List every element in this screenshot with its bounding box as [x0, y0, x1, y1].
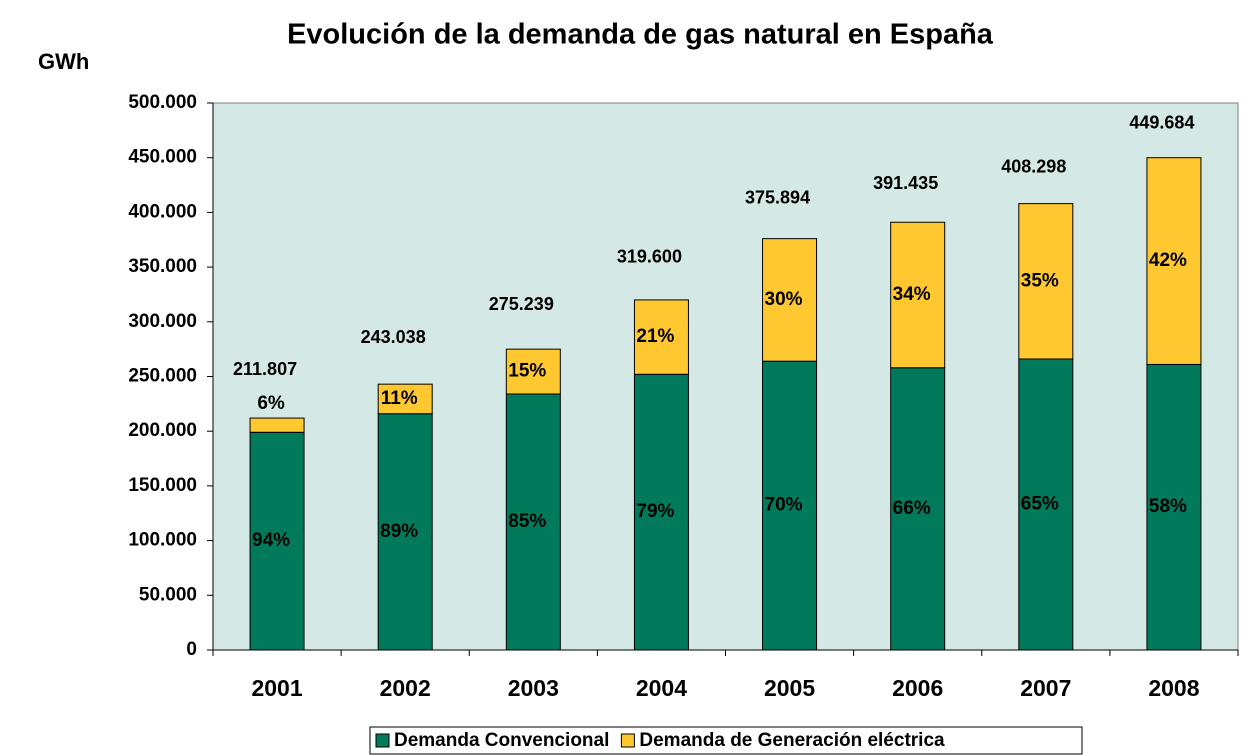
- share-label: 21%: [636, 326, 674, 347]
- share-label: 15%: [508, 361, 546, 382]
- bar-segment: [1146, 363, 1202, 651]
- legend-label: Demanda de Generación eléctrica: [639, 730, 945, 751]
- x-tick-label: 2006: [892, 675, 943, 701]
- legend-box: [369, 726, 1083, 755]
- y-tick-label: 400.000: [128, 201, 197, 222]
- legend-swatch: [620, 733, 635, 748]
- bar-segment: [1146, 157, 1202, 365]
- y-tick-label: 350.000: [128, 256, 197, 277]
- total-label: 449.684: [1129, 112, 1194, 132]
- bar-segment: [505, 348, 561, 395]
- bar-segment: [377, 413, 433, 651]
- plot-area: [212, 102, 1239, 651]
- bar-segment: [1018, 358, 1074, 651]
- x-tick-label: 2001: [251, 675, 302, 701]
- total-label: 275.239: [489, 294, 554, 314]
- y-tick-label: 500.000: [128, 92, 197, 113]
- y-axis-label: GWh: [38, 49, 89, 74]
- share-label: 42%: [1149, 250, 1187, 271]
- total-label: 375.894: [745, 187, 810, 207]
- share-label: 65%: [1021, 494, 1059, 515]
- bar-segment: [762, 238, 818, 362]
- share-label: 89%: [380, 521, 418, 542]
- total-label: 391.435: [873, 173, 938, 193]
- bar-segment: [633, 373, 689, 651]
- share-label: 70%: [765, 495, 803, 516]
- bar-segment: [377, 383, 433, 415]
- y-tick-label: 0: [186, 639, 197, 660]
- bar-segment: [249, 417, 305, 433]
- share-label: 85%: [508, 511, 546, 532]
- y-tick-label: 300.000: [128, 311, 197, 332]
- share-label: 35%: [1021, 270, 1059, 291]
- legend-swatch: [375, 733, 390, 748]
- legend-label: Demanda Convencional: [394, 730, 609, 751]
- bar-segment: [249, 431, 305, 651]
- share-label: 79%: [636, 501, 674, 522]
- share-label: 94%: [252, 530, 290, 551]
- y-tick-label: 100.000: [128, 530, 197, 551]
- y-tick-label: 150.000: [128, 475, 197, 496]
- x-tick-label: 2008: [1148, 675, 1199, 701]
- x-tick-label: 2004: [636, 675, 687, 701]
- x-tick-label: 2007: [1020, 675, 1071, 701]
- share-label: 58%: [1149, 496, 1187, 517]
- bar-segment: [762, 360, 818, 651]
- share-label: 11%: [381, 388, 418, 409]
- share-label: 34%: [893, 284, 931, 305]
- total-label: 408.298: [1001, 156, 1066, 176]
- x-tick-label: 2003: [508, 675, 559, 701]
- bar-segment: [1018, 203, 1074, 360]
- legend: Demanda Convencional Demanda de Generació…: [369, 726, 1083, 755]
- total-label: 319.600: [617, 247, 682, 267]
- y-tick-label: 250.000: [128, 366, 197, 387]
- total-label: 243.038: [361, 327, 426, 347]
- bar-segment: [890, 221, 946, 369]
- total-label: 211.807: [233, 359, 297, 379]
- x-tick-label: 2002: [380, 675, 431, 701]
- y-tick-label: 450.000: [128, 147, 197, 168]
- share-label: 30%: [765, 289, 803, 310]
- bar-segment: [633, 299, 689, 375]
- y-tick-label: 200.000: [128, 420, 197, 441]
- bar-segment: [505, 393, 561, 651]
- x-tick-label: 2005: [764, 675, 815, 701]
- bar-segment: [890, 367, 946, 651]
- y-tick-label: 50.000: [139, 584, 197, 605]
- chart-title: Evolución de la demanda de gas natural e…: [287, 19, 994, 51]
- share-label: 66%: [893, 498, 931, 519]
- share-label: 6%: [257, 393, 285, 414]
